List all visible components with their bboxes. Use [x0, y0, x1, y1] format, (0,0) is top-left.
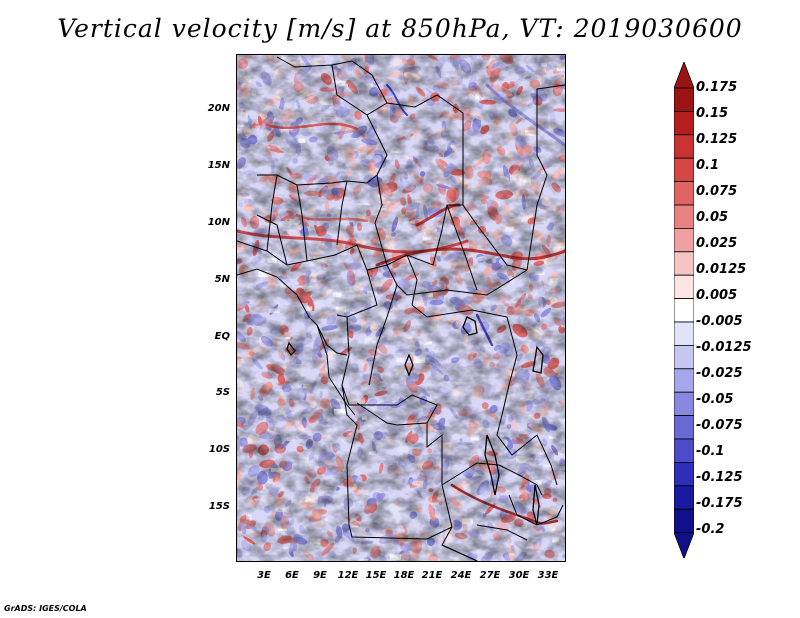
colorbar-segment	[674, 87, 694, 112]
colorbar-label-5: 0.05	[696, 210, 729, 225]
lon-label-24e: 24E	[450, 570, 472, 581]
colorbar-label-17: -0.2	[696, 522, 725, 537]
colorbar-segment	[674, 157, 694, 182]
colorbar-segment	[674, 344, 694, 370]
colorbar-label-3: 0.1	[696, 158, 720, 173]
colorbar-segment	[674, 438, 694, 463]
colorbar	[674, 62, 694, 558]
lon-label-12e: 12E	[337, 570, 359, 581]
colorbar-segment	[674, 274, 694, 299]
lat-label-15n: 15N	[207, 160, 230, 171]
colorbar-segment	[674, 134, 694, 159]
colorbar-label-13: -0.075	[696, 418, 743, 433]
lat-label-5s: 5S	[215, 387, 230, 398]
colorbar-segment	[674, 204, 694, 229]
colorbar-max-arrow	[674, 62, 694, 89]
lon-label-33e: 33E	[537, 570, 559, 581]
country-borders	[237, 56, 565, 561]
colorbar-segment	[674, 251, 694, 276]
lat-label-15s: 15S	[208, 501, 230, 512]
colorbar-segments	[674, 62, 694, 558]
colorbar-label-9: -0.005	[696, 314, 743, 329]
lon-label-27e: 27E	[479, 570, 501, 581]
colorbar-label-11: -0.025	[696, 366, 743, 381]
lon-label-3e: 3E	[257, 570, 271, 581]
colorbar-label-6: 0.025	[696, 236, 738, 251]
colorbar-segment	[674, 391, 694, 417]
colorbar-label-1: 0.15	[696, 106, 729, 121]
colorbar-label-16: -0.175	[696, 496, 743, 511]
lon-label-30e: 30E	[508, 570, 530, 581]
map-title: Vertical velocity [m/s] at 850hPa, VT: 2…	[57, 14, 743, 43]
map-panel	[236, 54, 566, 562]
colorbar-segment	[674, 227, 694, 253]
lat-label-10s: 10S	[208, 444, 230, 455]
velocity-field-map	[237, 55, 565, 561]
lon-label-9e: 9E	[313, 570, 327, 581]
lon-label-18e: 18E	[393, 570, 415, 581]
colorbar-label-0: 0.175	[696, 80, 738, 95]
colorbar-label-4: 0.075	[696, 184, 738, 199]
lat-label-10n: 10N	[207, 217, 230, 228]
colorbar-segment	[674, 415, 694, 440]
lon-label-6e: 6E	[285, 570, 299, 581]
colorbar-segment	[674, 111, 694, 136]
colorbar-label-7: 0.0125	[696, 262, 747, 277]
colorbar-label-2: 0.125	[696, 132, 738, 147]
footer-credit: GrADS: IGES/COLA	[4, 604, 87, 613]
colorbar-segment	[674, 368, 694, 393]
lat-label-20n: 20N	[207, 103, 230, 114]
colorbar-label-15: -0.125	[696, 470, 743, 485]
colorbar-segment	[674, 485, 694, 510]
lon-label-21e: 21E	[421, 570, 443, 581]
colorbar-segment	[674, 461, 694, 487]
colorbar-segment	[674, 321, 694, 346]
colorbar-label-14: -0.1	[696, 444, 725, 459]
lat-label-5n: 5N	[214, 274, 230, 285]
colorbar-label-10: -0.0125	[696, 340, 752, 355]
lon-label-15e: 15E	[365, 570, 387, 581]
lat-label-eq: EQ	[214, 331, 230, 342]
colorbar-min-arrow	[674, 532, 694, 558]
lake-outlines	[286, 316, 544, 526]
colorbar-segment	[674, 508, 694, 534]
colorbar-segment	[674, 181, 694, 206]
colorbar-label-12: -0.05	[696, 392, 734, 407]
colorbar-label-8: 0.005	[696, 288, 738, 303]
field-texture	[237, 55, 565, 561]
colorbar-segment	[674, 298, 694, 323]
